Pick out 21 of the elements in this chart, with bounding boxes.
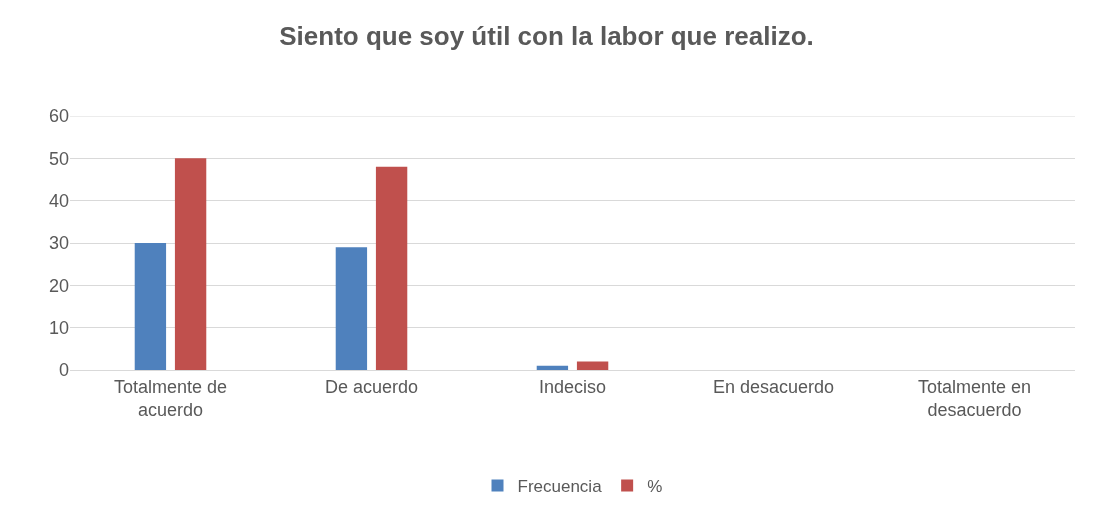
- chart-title: Siento que soy útil con la labor que realizo.: [279, 21, 814, 52]
- bar: [174, 158, 207, 370]
- y-tick-label: 40: [48, 190, 69, 211]
- y-tick-label: 0: [58, 360, 69, 381]
- bar: [536, 365, 569, 370]
- bar: [576, 361, 609, 370]
- bar: [134, 243, 167, 370]
- y-tick-label: 30: [48, 233, 69, 254]
- y-tick-label: 50: [48, 148, 69, 169]
- y-tick-label: 10: [48, 317, 69, 338]
- bar: [375, 166, 408, 370]
- y-tick-label: 60: [48, 106, 69, 127]
- bar: [335, 247, 368, 370]
- x-tick-label: De acuerdo: [324, 376, 419, 397]
- legend-label: %: [647, 477, 663, 497]
- x-tick-label: En desacuerdo: [712, 376, 835, 397]
- x-tick-label: Indeciso: [538, 376, 607, 397]
- legend-label: Frecuencia: [517, 477, 603, 497]
- x-tick-label: Totalmente en desacuerdo: [917, 376, 1032, 420]
- y-tick-label: 20: [48, 275, 69, 296]
- x-tick-label: Totalmente de acuerdo: [113, 376, 228, 420]
